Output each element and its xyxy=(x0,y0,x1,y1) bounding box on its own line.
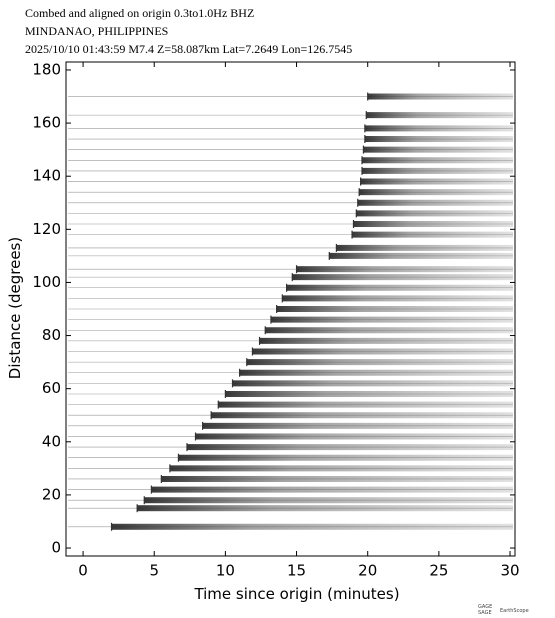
trace-coda xyxy=(161,475,514,482)
chart-subtitle: MINDANAO, PHILIPPINES xyxy=(25,24,168,38)
trace-coda xyxy=(364,125,513,132)
x-tick-label: 30 xyxy=(500,562,519,580)
x-axis-label: Time since origin (minutes) xyxy=(193,585,399,603)
y-tick-label: 40 xyxy=(42,432,61,450)
trace-coda xyxy=(364,136,513,143)
x-tick-label: 10 xyxy=(216,562,235,580)
trace-coda xyxy=(265,327,513,334)
y-tick-label: 0 xyxy=(51,539,61,557)
trace-coda xyxy=(352,231,513,238)
trace-coda xyxy=(356,210,513,217)
trace-coda xyxy=(286,284,513,291)
trace-coda xyxy=(362,167,513,174)
y-tick-label: 20 xyxy=(42,485,61,503)
trace-coda xyxy=(225,390,513,397)
trace-coda xyxy=(296,266,513,273)
trace-coda xyxy=(336,244,513,251)
trace-coda xyxy=(246,359,513,366)
trace-coda xyxy=(202,422,514,429)
trace-coda xyxy=(218,401,513,408)
trace-coda xyxy=(239,369,514,376)
logo: GAGE xyxy=(478,604,492,610)
y-tick-label: 160 xyxy=(32,114,61,132)
trace-coda xyxy=(366,112,513,119)
trace-coda xyxy=(363,146,513,153)
y-tick-label: 80 xyxy=(42,326,61,344)
y-tick-label: 180 xyxy=(32,60,61,78)
trace-coda xyxy=(353,221,513,228)
trace-coda xyxy=(111,523,514,530)
trace-coda xyxy=(367,93,513,100)
trace-coda xyxy=(360,178,513,185)
y-axis-label: Distance (degrees) xyxy=(6,237,24,379)
y-tick-label: 120 xyxy=(32,220,61,238)
trace-coda xyxy=(357,199,513,206)
y-tick-label: 60 xyxy=(42,379,61,397)
trace-coda xyxy=(195,433,513,440)
event-info: 2025/10/10 01:43:59 M7.4 Z=58.087km Lat=… xyxy=(25,42,352,56)
x-tick-label: 15 xyxy=(287,562,306,580)
trace-coda xyxy=(276,306,513,312)
trace-coda xyxy=(282,295,513,302)
x-tick-label: 25 xyxy=(429,562,448,580)
trace-coda xyxy=(186,444,513,451)
x-tick-label: 20 xyxy=(358,562,377,580)
trace-coda xyxy=(211,412,513,419)
trace-coda xyxy=(151,486,513,493)
trace-coda xyxy=(178,454,513,461)
trace-coda xyxy=(292,274,513,281)
trace-coda xyxy=(259,337,513,344)
trace-coda xyxy=(359,189,513,196)
trace-coda xyxy=(329,252,513,259)
trace-coda xyxy=(232,380,513,387)
y-tick-label: 100 xyxy=(32,273,61,291)
plot-frame xyxy=(65,61,516,557)
trace-coda xyxy=(252,348,513,355)
trace-coda xyxy=(169,465,513,472)
logo: SAGE xyxy=(478,610,492,616)
trace-coda xyxy=(270,316,513,323)
x-tick-label: 0 xyxy=(78,562,88,580)
y-tick-label: 140 xyxy=(32,167,61,185)
trace-coda xyxy=(362,157,513,164)
logo: EarthScope xyxy=(500,608,529,614)
x-tick-label: 5 xyxy=(149,562,159,580)
trace-coda xyxy=(144,497,513,504)
trace-coda xyxy=(137,505,513,512)
chart-title: Combed and aligned on origin 0.3to1.0Hz … xyxy=(25,6,254,20)
